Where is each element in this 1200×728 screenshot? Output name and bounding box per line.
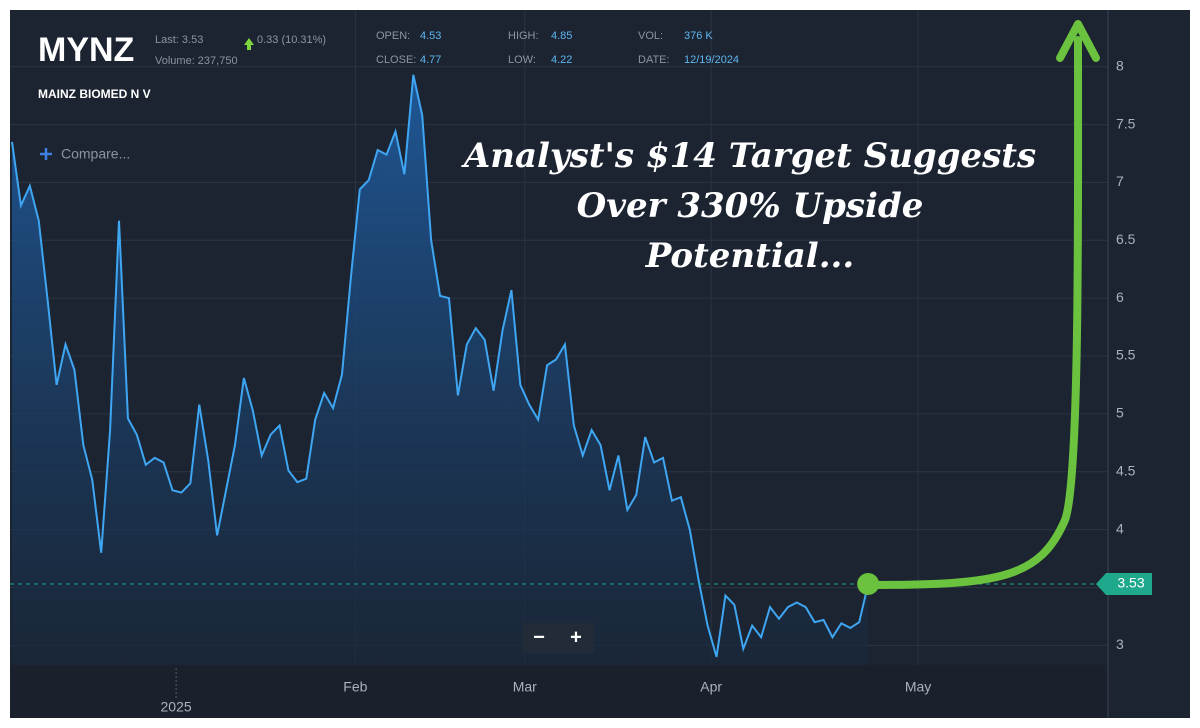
annotation: Over 330% Upside (577, 186, 924, 226)
low: 4.22 (551, 54, 572, 66)
high: 4.85 (551, 30, 572, 42)
y-tick-label: 7 (1116, 173, 1124, 189)
annotation: Potential... (645, 236, 854, 276)
ticker: MYNZ (38, 31, 134, 69)
date: 12/19/2024 (684, 54, 739, 66)
y-tick-label: 5.5 (1116, 347, 1136, 363)
vol: 376 K (684, 30, 713, 42)
annotation: Analyst's $14 Target Suggests (461, 136, 1036, 176)
up-arrow (244, 38, 254, 50)
target-arrow (866, 36, 1083, 589)
last-price-tag (1096, 572, 1152, 595)
y-tick-label: 3 (1116, 636, 1124, 652)
close-label: CLOSE: (376, 54, 416, 66)
y-tick-label: 7.5 (1116, 115, 1136, 131)
zoom-box (522, 623, 594, 653)
x-axis-band (10, 665, 1108, 718)
arrow-head (1056, 20, 1100, 62)
last-price-label: 3.53 (1117, 575, 1144, 591)
x-year-label: 2025 (161, 699, 192, 715)
low-label: LOW: (508, 54, 536, 66)
x-tick-label: Mar (513, 679, 537, 695)
close: 4.77 (420, 54, 441, 66)
open: 4.53 (420, 30, 441, 42)
change: 0.33 (10.31%) (257, 34, 326, 46)
y-tick-label: 6 (1116, 289, 1124, 305)
last: Last: 3.53 (155, 34, 203, 46)
price-area (12, 74, 869, 665)
x-tick-label: Apr (700, 679, 722, 695)
compare[interactable]: Compare... (61, 146, 130, 162)
zoom-out[interactable]: − (533, 626, 545, 648)
y-tick-label: 6.5 (1116, 231, 1136, 247)
y-tick-label: 4.5 (1116, 462, 1136, 478)
volume: Volume: 237,750 (155, 55, 238, 67)
last-price-dot (857, 572, 880, 595)
vol-label: VOL: (638, 30, 663, 42)
y-tick-label: 4 (1116, 520, 1124, 536)
zoom-in[interactable]: + (570, 626, 582, 648)
price-line (11, 74, 870, 658)
open-label: OPEN: (376, 30, 410, 42)
compare-plus (40, 148, 52, 160)
y-tick-label: 5 (1116, 405, 1124, 421)
company-name: MAINZ BIOMED N V (38, 87, 151, 101)
high-label: HIGH: (508, 30, 539, 42)
y-tick-label: 8 (1116, 57, 1124, 73)
x-tick-label: May (905, 679, 931, 695)
date-label: DATE: (638, 54, 670, 66)
x-tick-label: Feb (343, 679, 367, 695)
